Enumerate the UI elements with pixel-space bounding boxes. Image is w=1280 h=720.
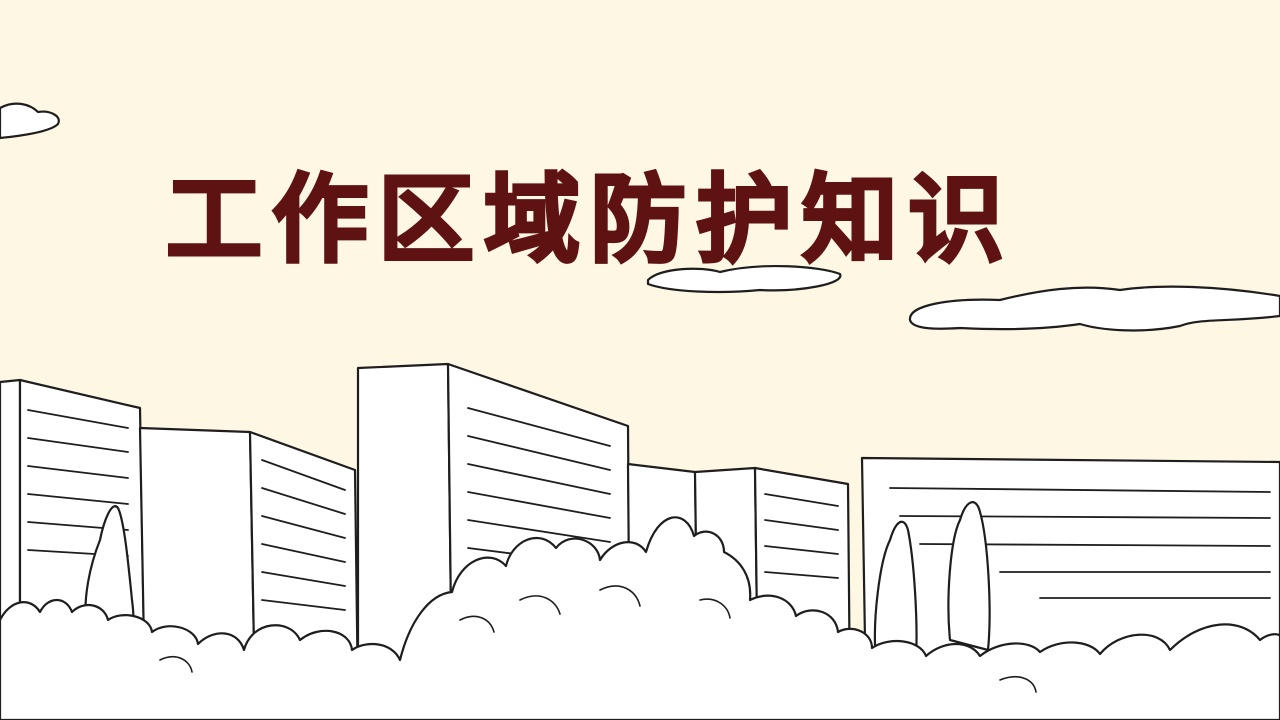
tree-3 [947,501,991,652]
cloud-right [908,285,1280,332]
bush-front [0,516,1280,720]
cloud-center [646,264,842,294]
page-title: 工作区域防护知识 [165,164,1014,276]
tree-2 [873,520,918,662]
cloud-left [0,102,60,140]
